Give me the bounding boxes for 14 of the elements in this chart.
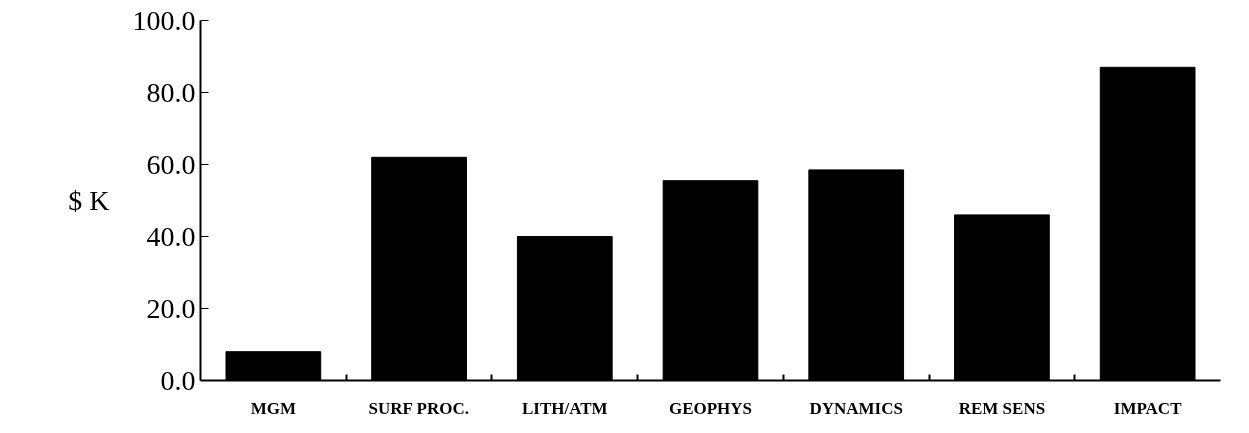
x-tick-label: GEOPHYS (668, 398, 753, 418)
y-tick-label: 80.0 (146, 76, 196, 108)
y-tick-label: 40.0 (146, 220, 196, 252)
x-tick-label: IMPACT (1113, 398, 1183, 418)
y-axis-title: $ K (68, 185, 110, 216)
y-tick-label: 20.0 (146, 292, 196, 324)
x-tick-label: MGM (250, 398, 297, 418)
x-tick-label: REM SENS (958, 398, 1046, 418)
y-tick-label: 0.0 (160, 364, 196, 396)
x-tick-label: LITH/ATM (521, 398, 608, 418)
x-tick-label: SURF PROC. (368, 398, 469, 418)
y-tick-label: 100.0 (132, 4, 196, 36)
y-tick-label: 60.0 (146, 148, 196, 180)
x-tick-label: DYNAMICS (809, 398, 903, 418)
